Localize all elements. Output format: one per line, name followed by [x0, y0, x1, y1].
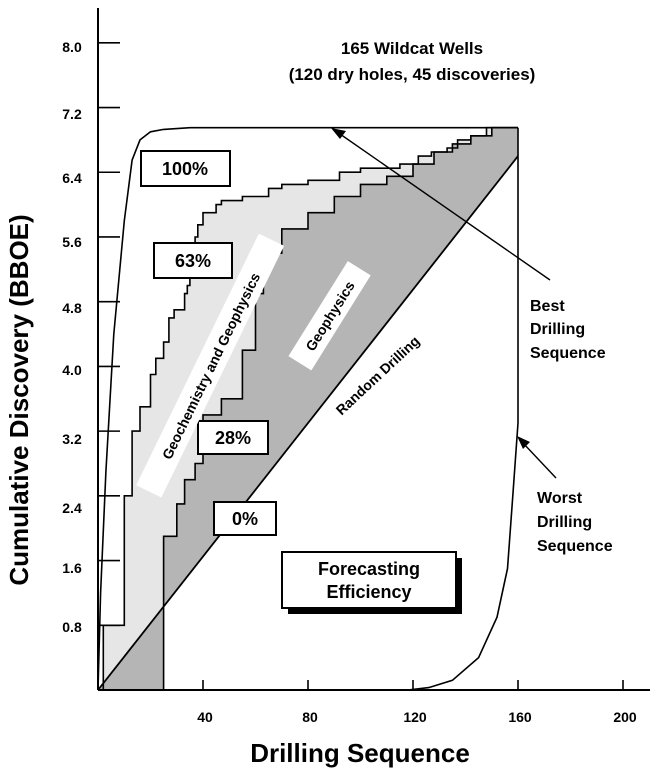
- series-line-random-drilling: [97, 155, 519, 691]
- y-tick-label: 4.0: [62, 362, 82, 378]
- box-label-28: 28%: [197, 420, 269, 455]
- series-line-geophysics: [98, 126, 518, 691]
- worst-sequence-line3: Sequence: [537, 538, 613, 555]
- box-label-0: 0%: [213, 501, 277, 536]
- x-tick-label: 160: [508, 709, 532, 725]
- y-tick-label: 4.8: [62, 300, 82, 316]
- forecasting-efficiency-box: Forecasting Efficiency: [281, 551, 462, 614]
- x-tick-label: 120: [403, 709, 427, 725]
- series-line-worst-drilling-sequence: [98, 127, 519, 691]
- chart-title: 165 Wildcat Wells: [341, 39, 483, 58]
- y-axis-title: Cumulative Discovery (BBOE): [4, 214, 34, 585]
- box-label-63-text: 63%: [175, 251, 211, 271]
- y-tick-label: 5.6: [62, 234, 82, 250]
- box-label-63: 63%: [153, 242, 233, 279]
- box-label-100-text: 100%: [162, 159, 208, 179]
- tick-marks: [98, 41, 624, 690]
- worst-sequence-line1: Worst: [537, 490, 583, 507]
- worst-sequence-arrow: [517, 436, 557, 479]
- y-tick-label: 0.8: [62, 619, 82, 635]
- x-axis-title: Drilling Sequence: [250, 738, 470, 768]
- x-tick-label: 40: [197, 709, 213, 725]
- worst-sequence-label: Worst Drilling Sequence: [537, 490, 613, 555]
- box-label-100: 100%: [140, 150, 231, 187]
- forecasting-efficiency-line2: Efficiency: [326, 582, 411, 602]
- best-sequence-line3: Sequence: [530, 345, 606, 362]
- series-line-geochemistry-and-geophysics: [98, 126, 518, 691]
- best-sequence-line1: Best: [530, 298, 565, 315]
- x-tick-labels: 40 80 120 160 200: [197, 709, 637, 725]
- box-label-28-text: 28%: [215, 428, 251, 448]
- x-tick-label: 80: [302, 709, 318, 725]
- y-tick-label: 6.4: [62, 170, 82, 186]
- forecasting-efficiency-line1: Forecasting: [318, 559, 420, 579]
- x-tick-label: 200: [613, 709, 637, 725]
- best-sequence-arrow: [331, 128, 551, 281]
- y-tick-label: 3.2: [62, 431, 82, 447]
- worst-sequence-line2: Drilling: [537, 514, 592, 531]
- y-tick-label: 7.2: [62, 106, 82, 122]
- series-line-best-drilling-sequence: [97, 126, 518, 691]
- best-sequence-label: Best Drilling Sequence: [530, 298, 606, 362]
- y-tick-labels: 0.8 1.6 2.4 3.2 4.0 4.8 5.6 6.4 7.2 8.0: [62, 39, 82, 635]
- box-label-0-text: 0%: [232, 509, 258, 529]
- y-tick-label: 8.0: [62, 39, 82, 55]
- chart-subtitle: (120 dry holes, 45 discoveries): [289, 65, 536, 84]
- y-tick-label: 1.6: [62, 560, 82, 576]
- best-sequence-line2: Drilling: [530, 321, 585, 338]
- geophysics-band-area: [98, 127, 518, 690]
- y-tick-label: 2.4: [62, 500, 82, 516]
